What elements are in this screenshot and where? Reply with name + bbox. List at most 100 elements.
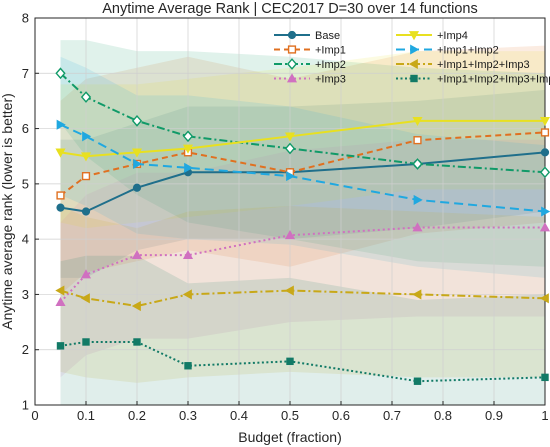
x-tick-label: 0.1 <box>77 408 95 423</box>
legend-entry-6: +Imp1+Imp2 <box>396 44 499 57</box>
x-tick-label: 0.6 <box>332 408 350 423</box>
legend-label: +Imp3 <box>315 74 346 86</box>
data-point <box>182 144 194 154</box>
legend-marker <box>408 58 418 70</box>
data-point <box>82 338 90 346</box>
series-7 <box>55 285 549 312</box>
legend: Base+Imp1+Imp2+Imp3+Imp4+Imp1+Imp2+Imp1+… <box>274 30 550 86</box>
legend-marker <box>286 73 298 83</box>
legend-label: +Imp2 <box>315 59 346 71</box>
legend-entry-8: +Imp1+Imp2+Imp3+Imp4 <box>396 74 550 86</box>
series-3 <box>55 67 550 179</box>
y-tick-label: 7 <box>22 66 29 81</box>
legend-marker <box>410 44 420 55</box>
data-point <box>131 300 141 312</box>
x-axis-label: Budget (fraction) <box>238 429 342 445</box>
data-point <box>82 131 92 142</box>
data-point <box>80 91 92 103</box>
legend-entry-4: +Imp3 <box>274 73 346 86</box>
legend-marker <box>287 45 297 54</box>
data-point <box>184 162 194 173</box>
data-point <box>541 206 550 217</box>
data-point <box>286 171 296 182</box>
legend-marker <box>410 74 418 83</box>
data-point <box>541 373 549 382</box>
x-tick-label: 0 <box>31 408 38 423</box>
data-point <box>413 194 423 205</box>
y-tick-label: 5 <box>22 176 29 191</box>
data-point <box>55 148 66 158</box>
data-point <box>55 285 65 296</box>
x-tick-label: 0.8 <box>434 408 452 423</box>
series-8 <box>56 338 549 385</box>
data-point <box>182 130 194 143</box>
data-point <box>133 338 141 346</box>
x-tick-label: 0.2 <box>128 408 146 423</box>
data-point <box>284 230 296 240</box>
data-point <box>56 119 66 130</box>
series-6 <box>56 119 550 217</box>
data-point <box>184 362 192 370</box>
data-point <box>539 116 550 127</box>
legend-marker <box>408 31 420 41</box>
data-point <box>131 249 143 260</box>
data-point <box>131 148 143 158</box>
legend-label: +Imp1+Imp2 <box>437 45 499 57</box>
data-point <box>182 289 192 300</box>
y-tick-label: 4 <box>22 232 29 247</box>
legend-entry-3: +Imp2 <box>274 58 346 71</box>
band-8 <box>60 255 545 405</box>
legend-entry-7: +Imp1+Imp2+Imp3 <box>396 58 530 71</box>
data-point <box>284 142 296 155</box>
x-tick-label: 0.4 <box>230 408 248 423</box>
legend-label: Base <box>315 30 340 42</box>
data-point <box>81 172 91 181</box>
band-6 <box>60 56 545 278</box>
data-point <box>55 296 66 307</box>
legend-marker <box>287 30 297 40</box>
data-point <box>133 158 143 170</box>
data-point <box>131 114 143 127</box>
axis-ticks: 0 0.1 0.2 0.3 0.4 0.5 0.6 0.7 0.8 0.9 1 1 2 3 4 5 6 7 8 <box>22 11 549 424</box>
legend-label: +Imp1+Imp2+Imp3+Imp4 <box>437 74 550 86</box>
legend-marker <box>286 58 298 70</box>
legend-label: +Imp1+Imp2+Imp3 <box>437 59 530 71</box>
data-point <box>413 377 422 385</box>
data-point <box>539 293 549 304</box>
data-point <box>540 128 550 137</box>
data-point <box>55 67 66 80</box>
legend-entry-5: +Imp4 <box>396 30 468 42</box>
y-tick-label: 2 <box>22 342 29 357</box>
data-point <box>539 166 550 179</box>
y-tick-label: 1 <box>22 398 29 413</box>
series-lines <box>55 67 550 385</box>
data-point <box>132 183 142 192</box>
data-point <box>81 207 91 216</box>
data-point <box>539 222 550 232</box>
x-tick-label: 0.7 <box>383 408 401 423</box>
data-point <box>80 152 92 162</box>
chart-title: Anytime Average Rank | CEC2017 D=30 over… <box>102 1 477 17</box>
data-point <box>182 249 194 260</box>
uncertainty-bands <box>60 40 545 405</box>
y-tick-label: 8 <box>22 11 29 26</box>
data-point <box>412 116 423 127</box>
data-point <box>286 357 294 366</box>
data-point <box>80 293 90 304</box>
data-point <box>284 285 294 296</box>
legend-label: +Imp1 <box>315 45 346 57</box>
legend-entry-1: Base <box>274 30 340 42</box>
y-tick-label: 3 <box>22 287 29 302</box>
data-point <box>413 136 422 145</box>
band-3 <box>60 40 545 267</box>
data-point <box>412 158 423 170</box>
data-point <box>284 132 296 142</box>
x-tick-label: 0.9 <box>485 408 503 423</box>
y-axis-label: Anytime average rank (lower is better) <box>0 93 15 330</box>
legend-label: +Imp4 <box>437 30 468 42</box>
data-point <box>56 191 65 200</box>
data-point <box>56 203 65 212</box>
legend-entry-2: +Imp1 <box>274 45 346 57</box>
